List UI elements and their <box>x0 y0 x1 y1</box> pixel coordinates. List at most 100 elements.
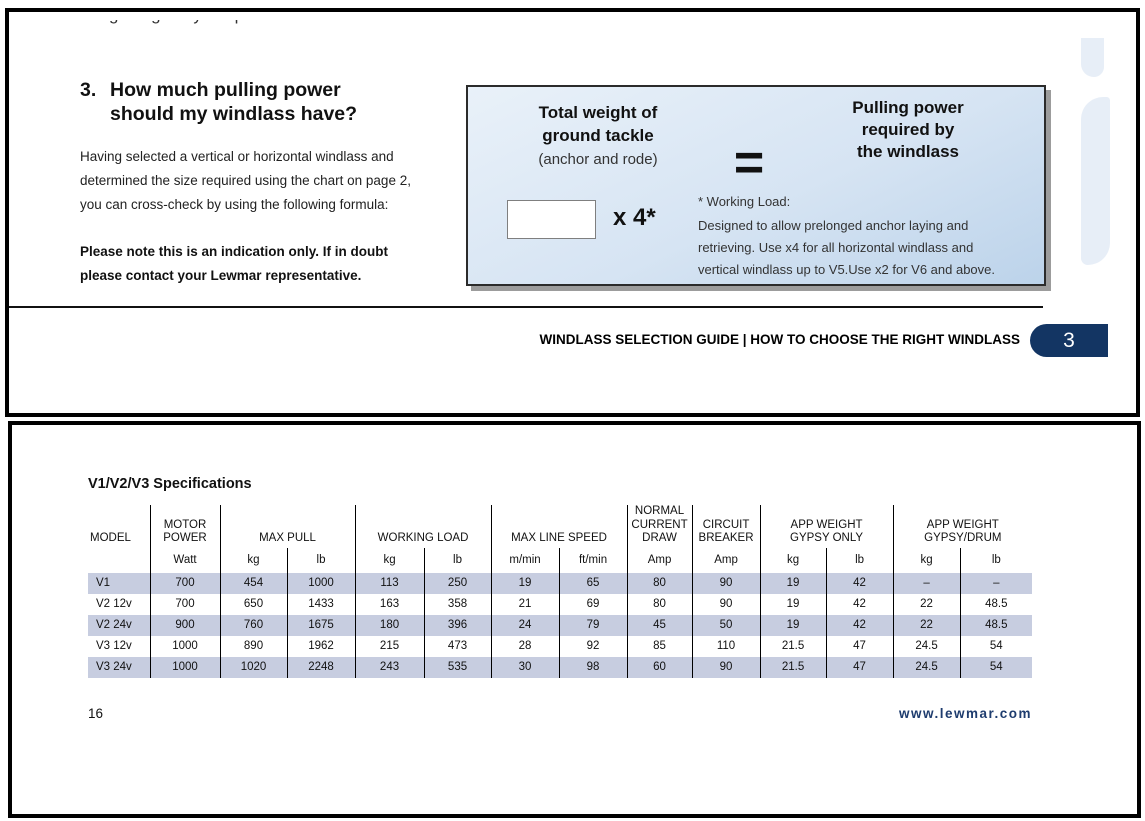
model-cell: V3 12v <box>96 640 132 652</box>
value-cell: 1000 <box>149 635 220 657</box>
value-cell: 80 <box>626 572 693 594</box>
value-cell: 1962 <box>286 635 356 657</box>
section-page-badge: 3 <box>1030 324 1108 357</box>
value-cell: 21 <box>490 593 560 615</box>
value-cell: 54 <box>959 656 1033 678</box>
value-cell: 358 <box>423 593 492 615</box>
clipped-text-fragment: g g y p <box>109 20 389 30</box>
section-title: How much pulling power should my windlas… <box>110 79 358 125</box>
weight-input-field[interactable] <box>507 200 596 239</box>
value-cell: 1000 <box>286 572 356 594</box>
equals-sign: = <box>733 134 765 192</box>
decorative-blue-stem-shape <box>1081 97 1110 265</box>
column-group-header: NORMAL CURRENT DRAW <box>626 505 693 548</box>
decorative-blue-dot-shape <box>1081 38 1104 77</box>
formula-box: Total weight of ground tackle (anchor an… <box>466 85 1046 286</box>
table-row: V2 12v 700 650 1433 163 358 21 69 80 90 19 42 22 48.5 <box>88 593 1033 615</box>
model-cell: V1 <box>88 572 150 594</box>
value-cell: 396 <box>423 614 492 636</box>
unit-cell: kg <box>892 547 961 573</box>
value-cell: 113 <box>354 572 425 594</box>
model-cell: V2 12v <box>96 598 132 610</box>
table-row: V2 24v 900 760 1675 180 396 24 79 45 50 19 42 22 48.5 <box>88 614 1033 636</box>
page-number: 16 <box>88 706 104 721</box>
value-cell: 473 <box>423 635 492 657</box>
specs-table-title: V1/V2/V3 Specifications <box>88 476 252 492</box>
value-cell: 24 <box>490 614 560 636</box>
column-group-header: CIRCUIT BREAKER <box>691 505 761 548</box>
value-cell: 30 <box>490 656 560 678</box>
working-load-footnote-text: Designed to allow prelonged anchor layin… <box>698 218 995 277</box>
bottom-page-panel: V1/V2/V3 Specifications MODEL MOTOR POWER M… <box>8 421 1141 818</box>
value-cell: 24.5 <box>892 635 961 657</box>
value-cell: 42 <box>825 593 894 615</box>
unit-cell: lb <box>423 547 492 573</box>
table-row: V1 700 454 1000 113 250 19 65 80 90 19 42– – <box>88 572 1033 594</box>
value-cell: 19 <box>759 614 827 636</box>
value-cell: 1675 <box>286 614 356 636</box>
unit-cell: lb <box>286 547 356 573</box>
value-cell: 1000 <box>149 656 220 678</box>
column-group-header: APP WEIGHT GYPSY ONLY <box>759 505 894 548</box>
value-cell: 760 <box>219 614 287 636</box>
value-cell: 42 <box>825 614 894 636</box>
value-cell: 54 <box>959 635 1033 657</box>
unit-cell: lb <box>959 547 1033 573</box>
value-cell: 1433 <box>286 593 356 615</box>
value-cell: 21.5 <box>759 656 827 678</box>
value-cell: 19 <box>759 572 827 594</box>
section-note-text: Please note this is an indication only. … <box>80 244 389 283</box>
website-link[interactable]: www.lewmar.com <box>898 706 1032 721</box>
value-cell: – <box>959 572 1033 594</box>
column-group-header: MOTOR POWER <box>149 505 220 548</box>
value-cell: 19 <box>490 572 560 594</box>
value-cell: 890 <box>219 635 287 657</box>
value-cell: 65 <box>558 572 628 594</box>
unit-cell: kg <box>759 547 827 573</box>
table-row: V3 12v 1000 890 1962 215 473 28 92 85 110 21.5 47 24… <box>88 635 1033 657</box>
unit-cell: Amp <box>626 547 693 573</box>
value-cell: 19 <box>759 593 827 615</box>
value-cell: 80 <box>626 593 693 615</box>
value-cell: 21.5 <box>759 635 827 657</box>
value-cell: 90 <box>691 593 761 615</box>
value-cell: 700 <box>149 572 220 594</box>
column-group-header: MAX LINE SPEED <box>490 505 628 548</box>
value-cell: 98 <box>558 656 628 678</box>
value-cell: 900 <box>149 614 220 636</box>
value-cell: 1020 <box>219 656 287 678</box>
section-body-text: Having selected a vertical or horizontal… <box>80 149 411 212</box>
value-cell: 454 <box>219 572 287 594</box>
value-cell: 60 <box>626 656 693 678</box>
footer-separator-line <box>9 306 1043 308</box>
value-cell: 22 <box>892 593 961 615</box>
specs-table-body: V1 700 454 1000 113 250 19 65 80 90 19 42– – V2 12v 70… <box>88 572 1033 678</box>
formula-left-subtitle: (anchor and rode) <box>538 151 658 168</box>
value-cell: 180 <box>354 614 425 636</box>
unit-cell: Watt <box>149 547 220 573</box>
value-cell: 535 <box>423 656 492 678</box>
value-cell: 250 <box>423 572 492 594</box>
value-cell: 163 <box>354 593 425 615</box>
unit-cell: Amp <box>691 547 761 573</box>
value-cell: 92 <box>558 635 628 657</box>
value-cell: 215 <box>354 635 425 657</box>
value-cell: 28 <box>490 635 560 657</box>
value-cell: 22 <box>892 614 961 636</box>
model-cell: V2 24v <box>88 614 150 636</box>
column-group-header: MODEL <box>90 532 131 544</box>
multiplier-label: x 4* <box>613 204 656 231</box>
value-cell: 90 <box>691 656 761 678</box>
unit-cell: kg <box>219 547 287 573</box>
specs-header-unit-row: Watt kg lb kg lb m/min ft/min Amp Amp kg lb kg lb <box>88 547 1033 573</box>
working-load-footnote-heading: * Working Load: <box>698 194 791 209</box>
model-cell: V3 24v <box>88 656 150 678</box>
unit-cell: lb <box>825 547 894 573</box>
value-cell: 650 <box>219 593 287 615</box>
value-cell: 700 <box>149 593 220 615</box>
value-cell: 69 <box>558 593 628 615</box>
value-cell: 243 <box>354 656 425 678</box>
value-cell: 45 <box>626 614 693 636</box>
value-cell: – <box>892 572 961 594</box>
value-cell: 85 <box>626 635 693 657</box>
